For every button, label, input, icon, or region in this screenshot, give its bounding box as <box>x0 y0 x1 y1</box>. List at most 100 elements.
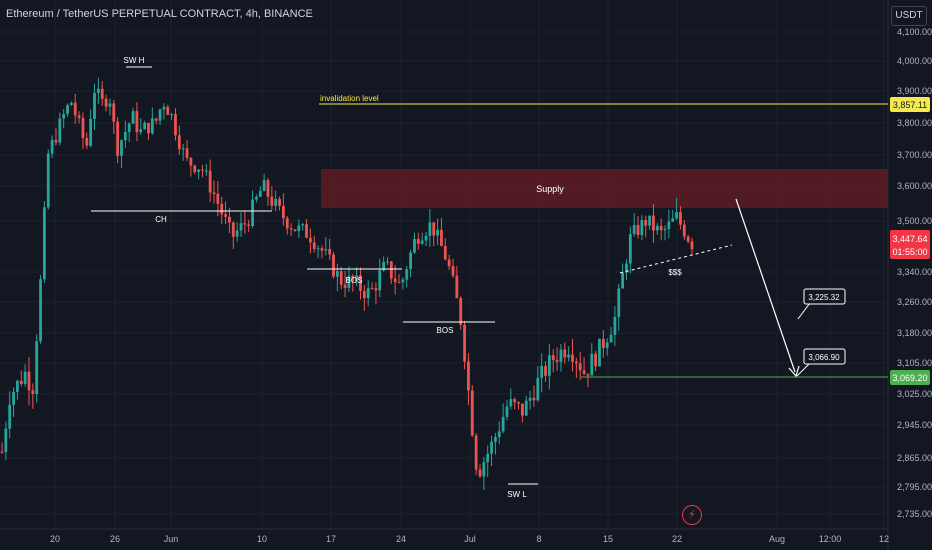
candle-body <box>73 102 77 116</box>
time-tick-label: Jun <box>164 534 179 544</box>
price-axis[interactable]: 2,735.00 2,795.00 2,865.00 2,945.00 3,025.00… <box>887 0 932 550</box>
candle-body <box>43 207 46 280</box>
candle-body <box>370 288 374 290</box>
candle-body <box>451 266 455 276</box>
callout-box-1[interactable] <box>803 288 846 305</box>
candle-body <box>255 196 258 200</box>
time-tick-label: 20 <box>50 534 60 544</box>
candle-body <box>46 153 50 208</box>
candle-body <box>19 380 23 384</box>
candle-body <box>440 229 443 247</box>
candle-body <box>574 361 578 364</box>
change-of-character-label: CH <box>155 215 167 224</box>
candle-body <box>393 278 397 283</box>
candle-body <box>490 441 493 454</box>
candle-body <box>93 92 96 119</box>
candle-body <box>628 234 632 264</box>
candle-body <box>347 275 351 288</box>
candle-body <box>127 123 131 132</box>
candle-body <box>671 218 675 222</box>
candle-body <box>432 222 436 236</box>
candle-body <box>532 397 536 401</box>
supply-zone-label: Supply <box>536 184 564 194</box>
invalidation-price-tag <box>890 97 930 112</box>
candle-body <box>563 349 567 358</box>
candle-body <box>362 290 366 299</box>
target-price-tag <box>890 370 930 385</box>
time-tick-label: Aug <box>769 534 785 544</box>
candle-body <box>424 235 428 241</box>
candle-body <box>31 390 35 395</box>
price-tick-label: 2,945.00 <box>897 420 932 430</box>
price-tick-label: 2,865.00 <box>897 453 932 463</box>
candle-body <box>147 122 150 134</box>
candle-body <box>382 262 386 271</box>
candle-body <box>501 416 505 432</box>
time-tick-label: 26 <box>110 534 120 544</box>
candle-body <box>197 169 200 172</box>
candle-body <box>104 98 108 107</box>
candle-body <box>81 117 85 139</box>
candle-body <box>598 338 601 367</box>
time-axis[interactable]: 20 26 Jun 10 17 24 Jul 8 15 22 Aug 12:00 12 <box>0 528 889 544</box>
candle-body <box>517 402 520 404</box>
callout-box-2[interactable] <box>803 348 846 365</box>
candle-body <box>166 106 170 115</box>
lightning-icon[interactable]: ⚡ <box>682 505 702 525</box>
candle-body <box>305 224 308 238</box>
candle-body <box>27 371 31 391</box>
candle-body <box>351 275 355 282</box>
candle-body <box>58 118 62 143</box>
candle-body <box>66 105 69 115</box>
candle-body <box>170 114 174 116</box>
candle-body <box>632 225 636 235</box>
candle-body <box>594 353 598 367</box>
projection-arrow-line <box>735 198 796 373</box>
price-tick-label: 3,900.00 <box>897 86 932 96</box>
candle-body <box>389 261 393 279</box>
candle-body <box>555 360 559 362</box>
candle-body <box>497 431 501 437</box>
candle-body <box>355 275 359 282</box>
price-tick-label: 3,600.00 <box>897 181 932 191</box>
candle-body <box>285 218 289 229</box>
candle-body <box>335 271 339 277</box>
candle-body <box>582 370 586 374</box>
candle-body <box>463 324 466 362</box>
candle-body <box>85 138 89 146</box>
candle-body <box>112 103 116 122</box>
candle-body <box>39 279 42 342</box>
candle-body <box>258 190 262 197</box>
candle-body <box>386 261 389 263</box>
candle-body <box>120 140 123 156</box>
candle-body <box>116 121 120 156</box>
candle-body <box>567 354 571 358</box>
invalidation-level-label: invalidation level <box>320 94 379 103</box>
time-tick-label: 10 <box>257 534 267 544</box>
candle-body <box>343 284 347 288</box>
candle-body <box>270 196 274 206</box>
candle-body <box>679 212 682 225</box>
candle-body <box>297 225 301 232</box>
liquidity-label: $$$ <box>668 268 682 277</box>
candle-body <box>509 399 513 407</box>
candle-body <box>193 165 197 172</box>
supply-zone[interactable] <box>321 169 888 208</box>
candle-body <box>528 397 532 401</box>
current-price-tag <box>890 230 930 259</box>
candle-body <box>652 215 655 231</box>
candle-body <box>505 406 509 417</box>
candle-body <box>366 288 370 299</box>
candle-body <box>420 240 424 244</box>
candle-body <box>216 193 220 204</box>
candle-body <box>228 216 231 223</box>
candle-body <box>251 199 254 227</box>
candle-body <box>686 236 690 242</box>
chart-title: Ethereum / TetherUS PERPETUAL CONTRACT, … <box>6 8 313 20</box>
time-tick-label: 12 <box>879 534 889 544</box>
candle-body <box>4 428 8 453</box>
currency-button[interactable]: USDT <box>891 6 927 26</box>
candle-body <box>605 342 609 349</box>
candle-body <box>663 228 667 231</box>
